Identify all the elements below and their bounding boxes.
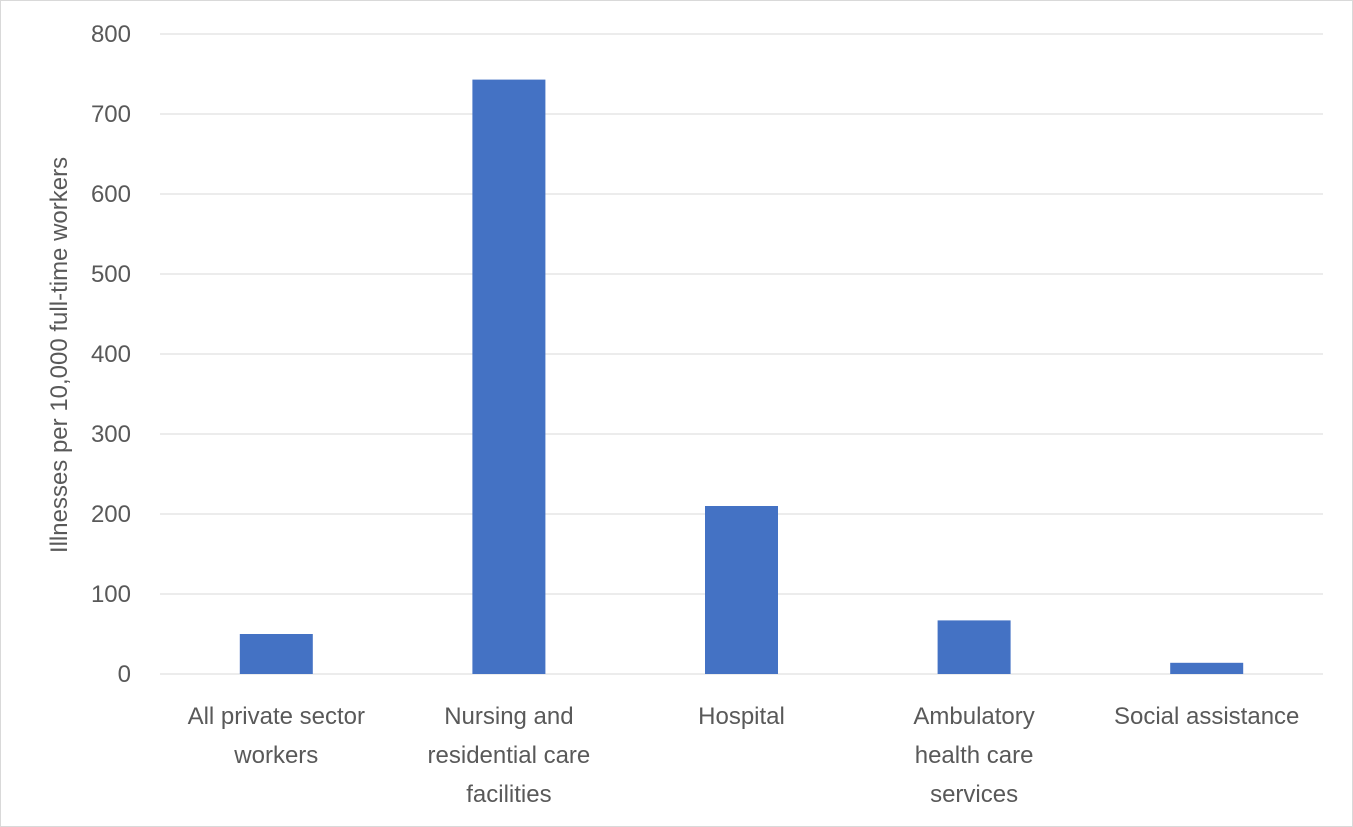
x-category-label: All private sector workers	[188, 703, 365, 769]
y-tick-label: 800	[91, 21, 131, 48]
x-category-label: Nursing and residential care facilities	[428, 703, 591, 808]
y-tick-label: 400	[91, 341, 131, 368]
y-axis-ticks: 0 100 200 300 400 500 600 700 800	[91, 21, 131, 688]
y-tick-label: 600	[91, 181, 131, 208]
x-category-label: Social assistance	[1114, 703, 1299, 730]
x-category-label: Hospital	[698, 703, 785, 730]
bar	[937, 620, 1011, 674]
bar	[1170, 662, 1244, 674]
bar	[705, 506, 778, 674]
y-tick-label: 100	[91, 581, 131, 608]
y-tick-label: 200	[91, 501, 131, 528]
bar	[239, 634, 313, 674]
x-category-label: Ambulatory health care services	[913, 703, 1034, 808]
x-axis-categories: All private sector workers Nursing and resi…	[188, 703, 1300, 808]
y-axis-label: Illnesses per 10,000 full-time workers	[46, 157, 73, 553]
y-tick-label: 300	[91, 421, 131, 448]
y-tick-label: 500	[91, 261, 131, 288]
gridlines	[160, 33, 1323, 675]
bars	[239, 79, 1244, 675]
y-tick-label: 0	[118, 661, 131, 688]
y-tick-label: 700	[91, 101, 131, 128]
bar	[472, 79, 546, 675]
